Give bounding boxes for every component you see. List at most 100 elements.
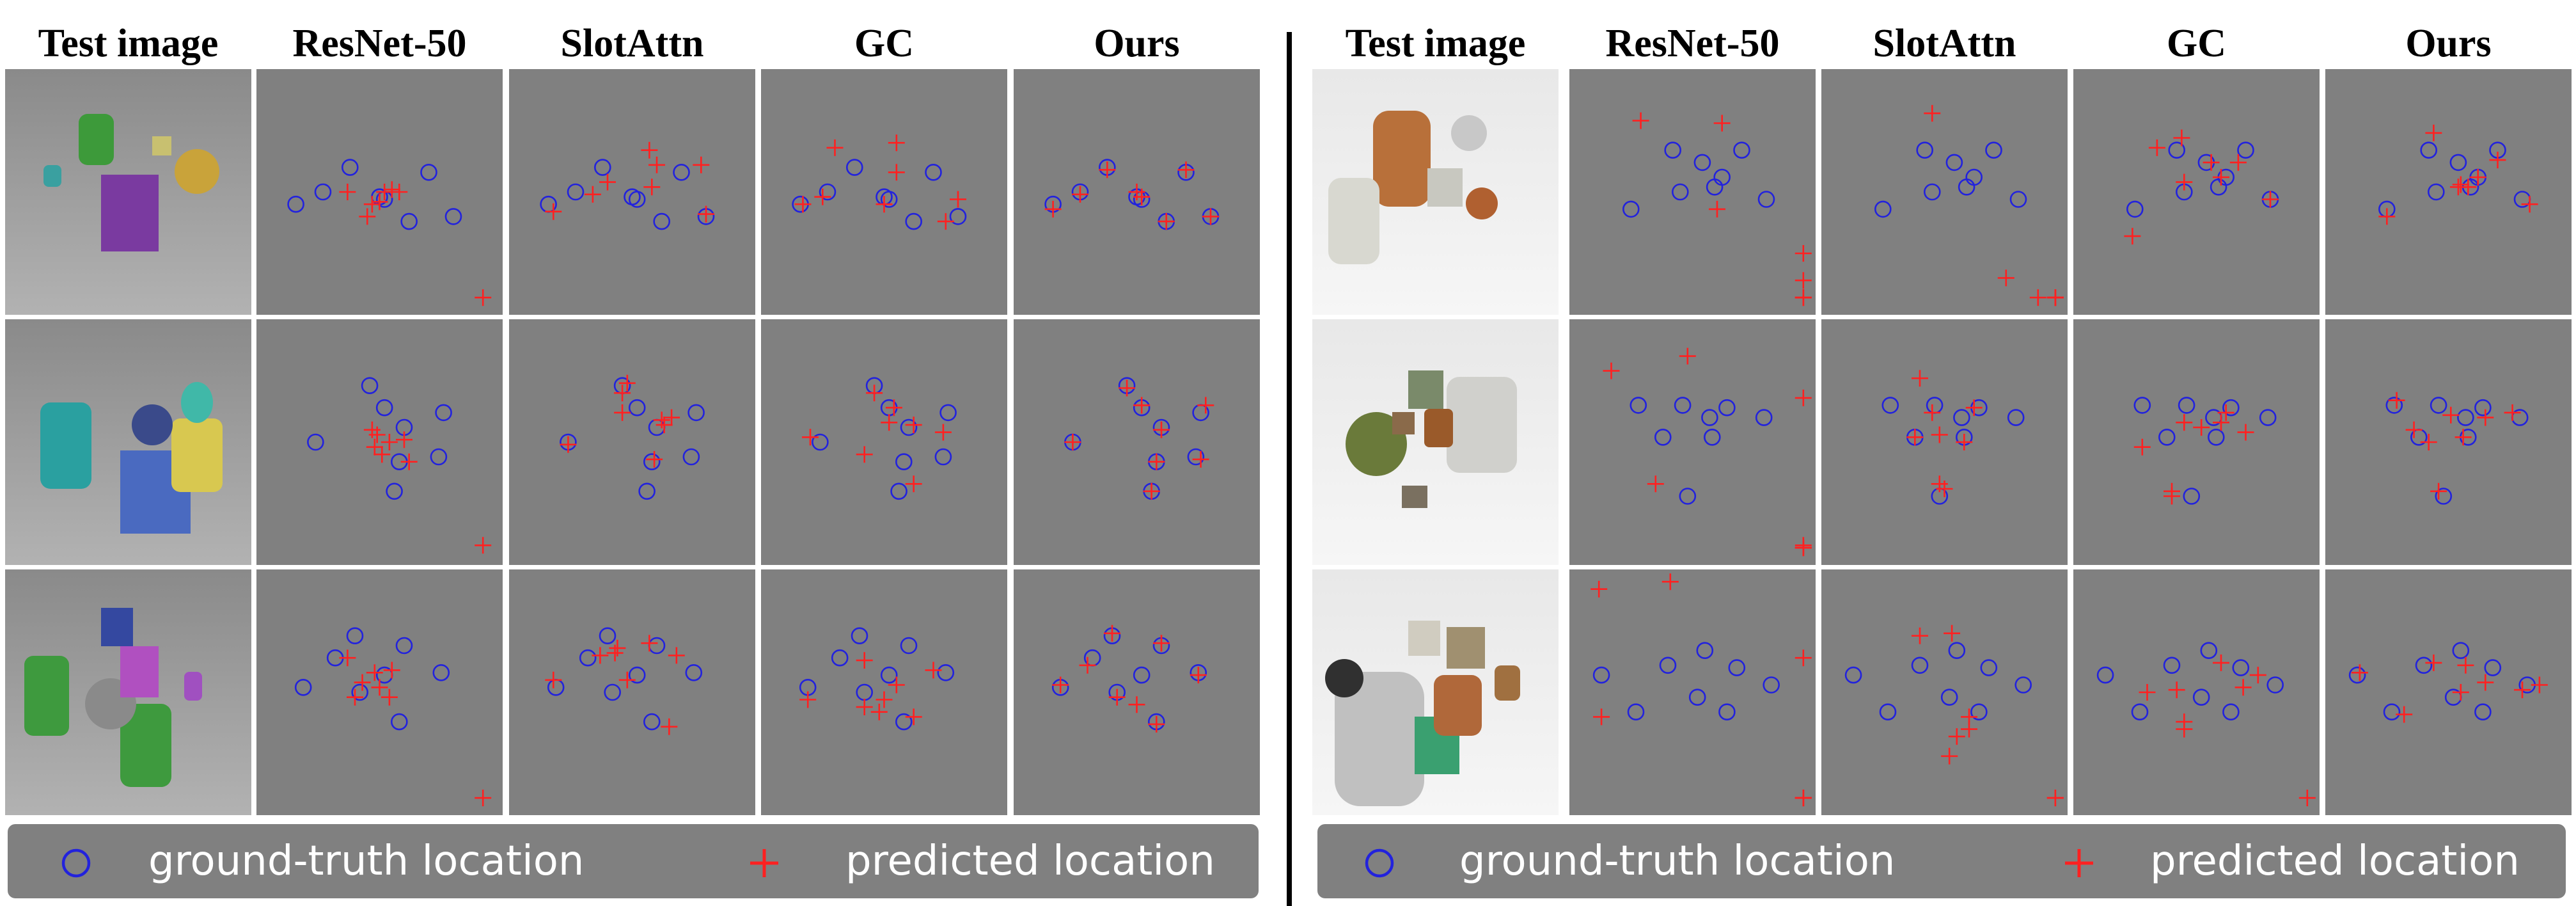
pred-cross: [2046, 790, 2064, 807]
legend-pred-label: predicted location: [2150, 838, 2520, 885]
pred-cross: [373, 446, 391, 463]
prediction-plot: [1014, 319, 1260, 565]
gt-circle: [1916, 141, 1933, 159]
pred-cross: [1912, 370, 1928, 387]
gt-circle: [1940, 688, 1958, 706]
gt-circle: [2133, 397, 2151, 414]
pred-cross: [1148, 453, 1165, 470]
pred-cross: [400, 453, 418, 470]
pred-cross: [1912, 627, 1928, 644]
prediction-plot: [1014, 69, 1260, 315]
pred-cross: [646, 450, 663, 468]
pred-cross: [905, 708, 922, 726]
pred-cross: [1128, 696, 1145, 713]
gt-circle: [673, 164, 690, 181]
pred-cross: [1197, 397, 1214, 414]
gt-circle: [2415, 656, 2433, 674]
column-header: Ours: [2405, 22, 2492, 65]
pred-cross: [2229, 154, 2247, 171]
pred-cross: [614, 385, 631, 402]
pred-cross: [2193, 419, 2210, 436]
gt-circle: [2430, 397, 2447, 414]
pred-cross: [475, 289, 492, 306]
gt-circle: [1592, 666, 1610, 684]
gt-circle: [1763, 676, 1780, 694]
pred-cross: [2133, 438, 2151, 456]
prediction-plot: [256, 569, 503, 815]
right-figure-panel: Test image ResNet-50 SlotAttn GC Ours: [1312, 0, 2576, 906]
pred-cross: [2351, 664, 2368, 681]
pred-cross: [937, 213, 954, 230]
pred-cross: [648, 156, 665, 173]
gt-circle: [1627, 703, 1645, 720]
pred-cross: [2425, 124, 2442, 141]
column-header: Test image: [38, 22, 219, 65]
gt-circle: [900, 637, 918, 655]
gt-circle: [2158, 429, 2176, 446]
gt-circle: [1701, 409, 1718, 426]
gt-circle: [880, 666, 898, 684]
pred-cross: [614, 404, 631, 421]
gt-circle: [432, 664, 450, 681]
prediction-plot: [509, 319, 755, 565]
pred-cross: [1679, 347, 1696, 365]
pred-cross: [2203, 154, 2220, 171]
gt-circle: [2096, 666, 2114, 684]
gt-circle: [2222, 399, 2240, 417]
gt-circle: [1874, 200, 1892, 218]
pred-cross: [1924, 105, 1941, 122]
pred-cross: [2425, 654, 2442, 671]
pred-cross: [2176, 414, 2193, 431]
prediction-plot: [1569, 69, 1816, 315]
gt-circle: [812, 433, 829, 451]
pred-cross: [1941, 747, 1958, 765]
gt-circle: [1706, 179, 1724, 196]
gt-circle: [1965, 168, 1983, 186]
prediction-plot: [1821, 319, 2068, 565]
prediction-plot: [2073, 69, 2320, 315]
pred-cross: [1713, 115, 1731, 132]
gt-circle: [567, 183, 585, 201]
gt-circle: [2178, 397, 2195, 414]
column-header: SlotAttn: [1873, 22, 2016, 65]
gt-circle: [628, 399, 646, 417]
gt-circle: [2192, 688, 2210, 706]
pred-cross: [347, 688, 363, 706]
pred-cross: [2514, 681, 2531, 699]
pred-cross: [950, 191, 966, 208]
pred-cross: [641, 635, 658, 652]
gt-circle: [1755, 409, 1773, 426]
pred-cross: [618, 374, 636, 392]
pred-cross: [1647, 475, 1664, 493]
prediction-plot: [1821, 69, 2068, 315]
gt-circle: [2200, 642, 2218, 659]
pred-cross: [1079, 656, 1096, 674]
pred-cross: [698, 205, 714, 223]
pred-cross: [1590, 580, 1608, 598]
pred-cross: [2460, 179, 2477, 196]
gt-circle: [2449, 154, 2467, 171]
gt-circle: [1970, 703, 1988, 720]
gt-circle: [1654, 429, 1672, 446]
gt-circle: [925, 164, 942, 181]
pred-cross: [876, 691, 893, 708]
pred-cross: [1104, 624, 1120, 642]
column-header: ResNet-50: [1605, 22, 1780, 65]
gt-circle: [1133, 666, 1151, 684]
gt-circle: [2435, 488, 2453, 505]
gt-circle: [819, 183, 836, 201]
gt-circle: [1958, 179, 1975, 196]
pred-cross: [2249, 667, 2266, 684]
gt-circle: [314, 183, 332, 201]
pred-cross: [2213, 414, 2229, 431]
gt-circle: [400, 212, 418, 230]
pred-cross: [2457, 656, 2474, 674]
pred-cross: [366, 438, 383, 456]
gt-circle: [890, 482, 907, 500]
gt-circle: [2383, 703, 2401, 720]
pred-cross: [794, 196, 812, 213]
gt-circle: [2420, 141, 2437, 159]
pred-cross: [381, 688, 398, 706]
pred-cross: [856, 446, 873, 463]
gt-circle: [444, 208, 462, 225]
